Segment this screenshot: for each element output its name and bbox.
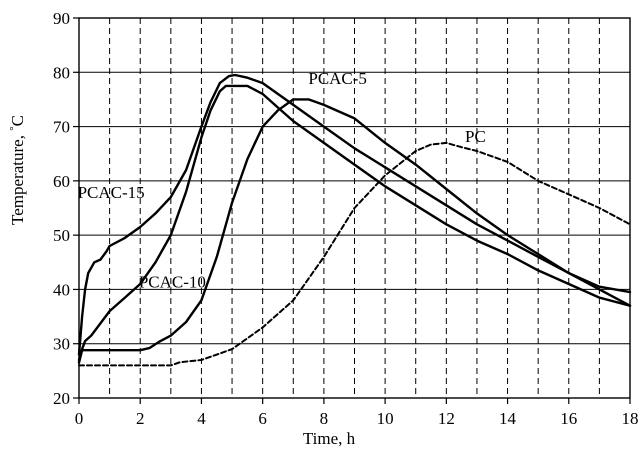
x-tick-label: 10 [377,409,394,428]
x-axis-title: Time, h [303,429,356,448]
x-tick-label: 6 [258,409,267,428]
y-axis-title: Temperature, °C [8,115,27,225]
y-tick-label: 80 [53,63,70,82]
y-tick-label: 30 [53,335,70,354]
axis-ticks: 20 30 40 50 60 70 80 90 0 2 4 6 8 10 12 14 16 18 [53,9,639,428]
y-axis-title-text: Temperature, [8,131,27,225]
y-tick-label: 90 [53,9,70,28]
series-label-pc: PC [465,127,486,146]
x-tick-label: 12 [438,409,455,428]
series-label-pcac-15: PCAC-15 [78,183,145,202]
series-label-pcac-10: PCAC-10 [139,272,206,291]
series-line-pcac-15 [77,73,632,356]
y-tick-label: 40 [53,280,70,299]
series-labels: PCAC-15 PCAC-10 PCAC-5 PC [78,69,486,291]
plot-area-frame [78,17,631,399]
series-line-pcac-5 [77,98,632,364]
series-lines [77,73,632,367]
x-tick-label: 14 [499,409,517,428]
x-tick-label: 16 [560,409,577,428]
y-tick-label: 20 [53,389,70,408]
y-axis-unit-degree: ° [8,126,20,130]
grid [79,18,630,398]
x-tick-label: 8 [320,409,329,428]
series-line-pc [78,141,631,367]
y-tick-label: 60 [53,172,70,191]
x-tick-label: 18 [622,409,639,428]
y-tick-label: 50 [53,226,70,245]
x-tick-label: 4 [197,409,206,428]
x-tick-label: 0 [75,409,84,428]
series-line-pcac-10 [77,84,632,362]
y-tick-label: 70 [53,118,70,137]
series-label-pcac-5: PCAC-5 [308,69,367,88]
x-tick-label: 2 [136,409,145,428]
y-axis-unit-letter: C [8,115,27,126]
